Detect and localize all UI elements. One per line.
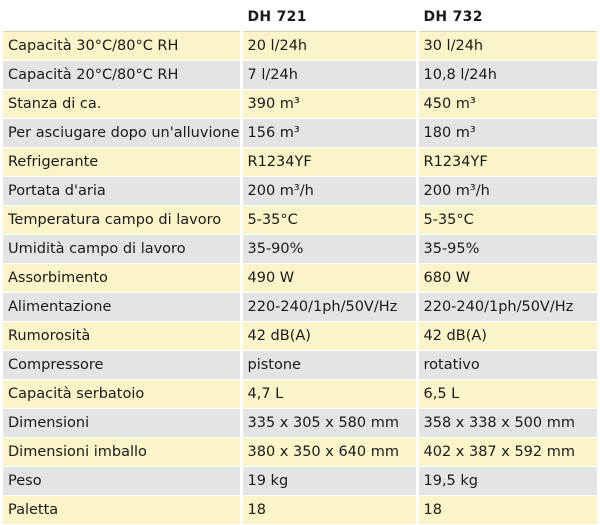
table-row: Stanza di ca. 390 m³ 450 m³ — [3, 89, 597, 119]
row-label: Umidità campo di lavoro — [3, 234, 243, 264]
table-row: Per asciugare dopo un'alluvione 156 m³ 1… — [3, 118, 597, 148]
row-label: Rumorosità — [3, 321, 243, 351]
row-value-dh732: 200 m³/h — [417, 176, 597, 206]
table-row: Capacità 20°C/80°C RH 7 l/24h 10,8 l/24h — [3, 60, 597, 90]
row-value-dh721: 220-240/1ph/50V/Hz — [241, 292, 419, 322]
row-label: Capacità serbatoio — [3, 379, 243, 409]
table-row: Paletta 18 18 — [3, 495, 597, 525]
row-value-dh732: 180 m³ — [417, 118, 597, 148]
row-label: Assorbimento — [3, 263, 243, 293]
row-value-dh721: R1234YF — [241, 147, 419, 177]
row-value-dh721: 18 — [241, 495, 419, 525]
header-model-dh732: DH 732 — [417, 3, 597, 32]
row-value-dh732: 42 dB(A) — [417, 321, 597, 351]
row-label: Dimensioni imballo — [3, 437, 243, 467]
row-label: Peso — [3, 466, 243, 496]
row-value-dh721: 7 l/24h — [241, 60, 419, 90]
row-value-dh732: 680 W — [417, 263, 597, 293]
row-value-dh732: 6,5 L — [417, 379, 597, 409]
row-label: Portata d'aria — [3, 176, 243, 206]
row-label: Capacità 30°C/80°C RH — [3, 31, 243, 61]
row-value-dh721: 19 kg — [241, 466, 419, 496]
row-value-dh721: 5-35°C — [241, 205, 419, 235]
table-row: Alimentazione 220-240/1ph/50V/Hz 220-240… — [3, 292, 597, 322]
row-value-dh721: 42 dB(A) — [241, 321, 419, 351]
table-row: Compressore pistone rotativo — [3, 350, 597, 380]
row-value-dh721: 20 l/24h — [241, 31, 419, 61]
row-value-dh721: 335 x 305 x 580 mm — [241, 408, 419, 438]
spec-table: DH 721 DH 732 Capacità 30°C/80°C RH 20 l… — [3, 3, 597, 525]
row-value-dh732: 358 x 338 x 500 mm — [417, 408, 597, 438]
row-value-dh721: pistone — [241, 350, 419, 380]
row-value-dh732: 5-35°C — [417, 205, 597, 235]
row-value-dh721: 35-90% — [241, 234, 419, 264]
row-label: Stanza di ca. — [3, 89, 243, 119]
row-value-dh732: 450 m³ — [417, 89, 597, 119]
row-value-dh732: 18 — [417, 495, 597, 525]
row-value-dh732: 35-95% — [417, 234, 597, 264]
row-value-dh732: rotativo — [417, 350, 597, 380]
row-value-dh732: 19,5 kg — [417, 466, 597, 496]
row-value-dh732: 10,8 l/24h — [417, 60, 597, 90]
row-label: Per asciugare dopo un'alluvione — [3, 118, 243, 148]
row-label: Paletta — [3, 495, 243, 525]
table-row: Assorbimento 490 W 680 W — [3, 263, 597, 293]
table-row: Peso 19 kg 19,5 kg — [3, 466, 597, 496]
row-value-dh732: 402 x 387 x 592 mm — [417, 437, 597, 467]
row-value-dh721: 4,7 L — [241, 379, 419, 409]
header-label — [3, 3, 243, 32]
table-row: Umidità campo di lavoro 35-90% 35-95% — [3, 234, 597, 264]
table-row: Refrigerante R1234YF R1234YF — [3, 147, 597, 177]
table-row: Capacità 30°C/80°C RH 20 l/24h 30 l/24h — [3, 31, 597, 61]
row-value-dh732: 30 l/24h — [417, 31, 597, 61]
table-row: Portata d'aria 200 m³/h 200 m³/h — [3, 176, 597, 206]
row-label: Compressore — [3, 350, 243, 380]
header-row: DH 721 DH 732 — [3, 3, 597, 32]
row-value-dh732: 220-240/1ph/50V/Hz — [417, 292, 597, 322]
row-value-dh721: 380 x 350 x 640 mm — [241, 437, 419, 467]
table-row: Dimensioni imballo 380 x 350 x 640 mm 40… — [3, 437, 597, 467]
table-row: Capacità serbatoio 4,7 L 6,5 L — [3, 379, 597, 409]
row-label: Dimensioni — [3, 408, 243, 438]
row-label: Alimentazione — [3, 292, 243, 322]
row-label: Refrigerante — [3, 147, 243, 177]
table-row: Rumorosità 42 dB(A) 42 dB(A) — [3, 321, 597, 351]
row-value-dh721: 490 W — [241, 263, 419, 293]
row-value-dh721: 200 m³/h — [241, 176, 419, 206]
row-label: Capacità 20°C/80°C RH — [3, 60, 243, 90]
header-model-dh721: DH 721 — [241, 3, 419, 32]
row-value-dh721: 390 m³ — [241, 89, 419, 119]
table-row: Dimensioni 335 x 305 x 580 mm 358 x 338 … — [3, 408, 597, 438]
row-value-dh721: 156 m³ — [241, 118, 419, 148]
row-value-dh732: R1234YF — [417, 147, 597, 177]
row-label: Temperatura campo di lavoro — [3, 205, 243, 235]
table-row: Temperatura campo di lavoro 5-35°C 5-35°… — [3, 205, 597, 235]
